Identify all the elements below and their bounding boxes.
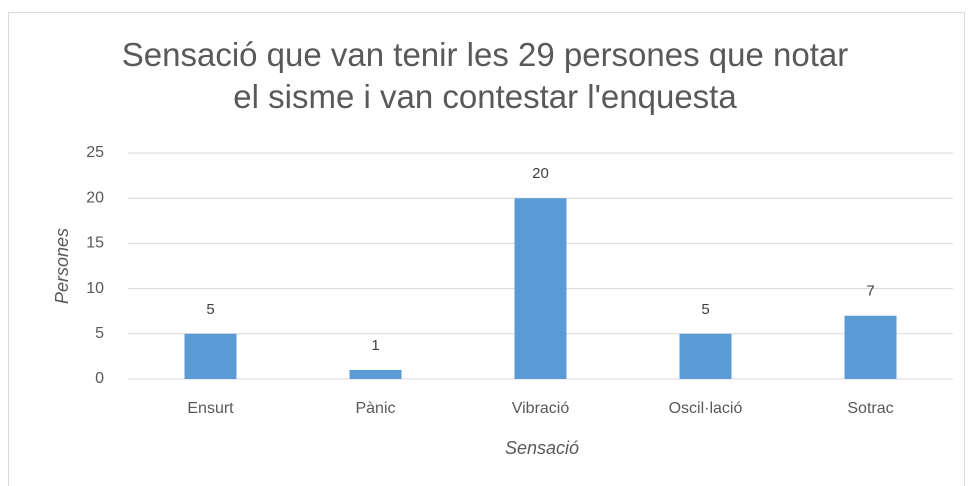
x-tick-label: Vibració xyxy=(512,400,570,417)
y-tick-label: 15 xyxy=(86,235,104,252)
y-tick-label: 20 xyxy=(86,189,104,206)
x-tick-label: Sotrac xyxy=(847,400,893,417)
x-tick-label: Oscil·lació xyxy=(669,400,743,417)
data-label: 5 xyxy=(206,301,214,318)
chart-title: Sensació que van tenir les 29 persones q… xyxy=(121,36,849,115)
data-label: 20 xyxy=(532,165,549,182)
x-axis-title: Sensació xyxy=(505,438,579,458)
data-label: 5 xyxy=(701,301,709,318)
data-label: 1 xyxy=(371,337,379,354)
x-tick-label: Pànic xyxy=(355,400,395,417)
bar xyxy=(349,369,402,379)
data-label: 7 xyxy=(866,283,874,300)
y-tick-label: 5 xyxy=(95,325,104,342)
bar xyxy=(514,198,567,379)
y-tick-label: 0 xyxy=(95,370,104,387)
bar xyxy=(184,333,237,379)
bar xyxy=(844,315,897,379)
y-tick-label: 25 xyxy=(86,144,104,161)
chart-frame xyxy=(8,12,965,486)
x-tick-label: Ensurt xyxy=(187,400,234,417)
y-tick-label: 10 xyxy=(86,280,104,297)
bar xyxy=(679,333,732,379)
y-axis-title: Persones xyxy=(52,228,72,304)
